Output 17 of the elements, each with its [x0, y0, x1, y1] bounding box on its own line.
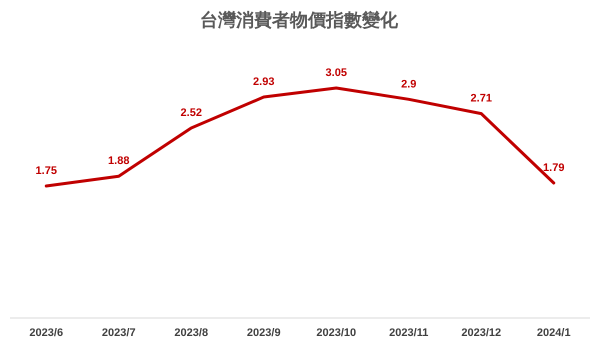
data-label: 2.71: [470, 92, 492, 105]
x-tick-label: 2023/6: [29, 327, 64, 339]
x-tick-label: 2023/7: [102, 327, 136, 339]
x-tick-label: 2024/1: [536, 327, 571, 339]
chart-title: 台灣消費者物價指數變化: [200, 10, 399, 30]
x-tick-label: 2023/12: [461, 327, 502, 339]
x-tick-label: 2023/10: [316, 327, 356, 339]
data-label: 1.75: [36, 165, 57, 178]
data-label: 1.88: [108, 155, 130, 168]
data-label: 2.52: [180, 106, 202, 119]
data-label: 2.93: [253, 76, 274, 88]
data-label: 3.05: [326, 67, 347, 79]
data-label: 1.79: [543, 162, 564, 174]
x-tick-label: 2023/9: [246, 327, 281, 339]
data-label: 2.9: [401, 78, 416, 90]
x-tick-label: 2023/11: [389, 327, 428, 339]
x-tick-label: 2023/8: [174, 327, 208, 339]
